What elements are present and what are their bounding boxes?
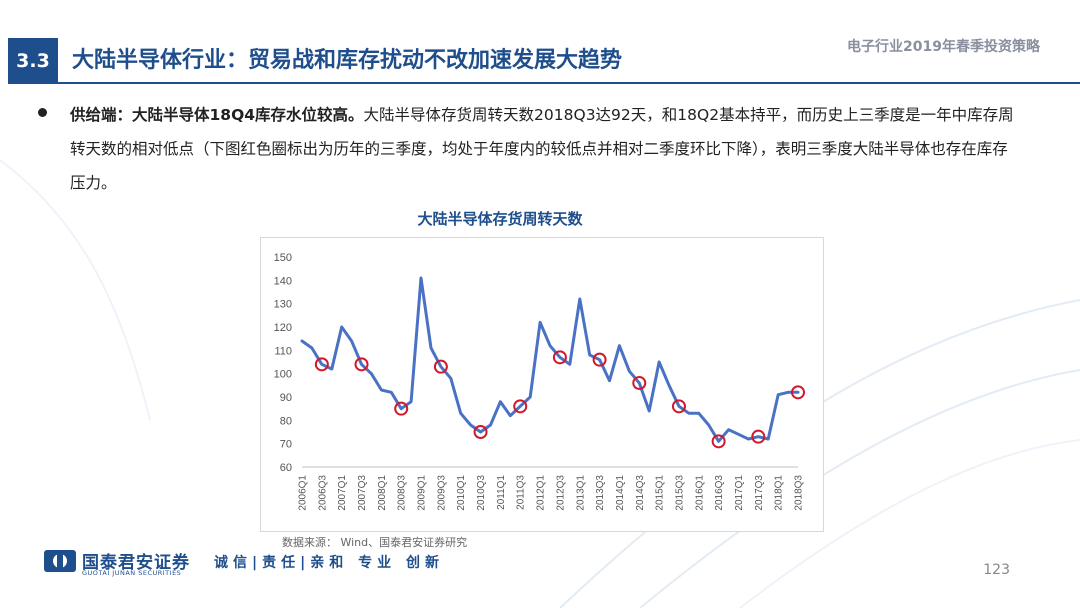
bullet-icon xyxy=(38,108,47,117)
section-number-badge: 3.3 xyxy=(8,38,58,84)
x-tick-label: 2017Q3 xyxy=(754,475,765,511)
series-line xyxy=(300,276,800,443)
q3-highlight-circle xyxy=(791,385,805,400)
x-tick-label: 2018Q3 xyxy=(794,475,805,511)
y-tick-label: 90 xyxy=(280,392,292,404)
y-tick-label: 60 xyxy=(280,462,292,474)
q3-highlight-circle xyxy=(711,434,726,449)
q3-highlight-circle xyxy=(394,401,409,416)
report-title: 电子行业2019年春季投资策略 xyxy=(847,39,1040,55)
body-text: 大陆半导体存货周转天数2018Q3达92天，和18Q2基本持平，而历史上三季度是… xyxy=(70,106,1014,192)
page-number: 123 xyxy=(983,562,1010,578)
y-tick-label: 120 xyxy=(274,322,292,334)
header-divider xyxy=(58,82,1080,84)
x-tick-label: 2016Q1 xyxy=(694,475,705,511)
x-tick-label: 2010Q1 xyxy=(456,475,467,511)
chart-frame xyxy=(260,237,824,532)
x-tick-label: 2018Q1 xyxy=(774,475,785,511)
x-tick-label: 2016Q3 xyxy=(714,475,725,511)
x-tick-label: 2014Q3 xyxy=(635,475,646,511)
company-logo-icon xyxy=(44,550,76,572)
q3-highlight-circle xyxy=(513,399,528,414)
q3-highlight-circle xyxy=(632,376,647,390)
x-tick-label: 2013Q3 xyxy=(595,475,606,511)
company-name: 国泰君安证券 xyxy=(82,553,190,573)
x-tick-label: 2009Q1 xyxy=(417,475,428,511)
y-tick-label: 80 xyxy=(280,415,292,427)
q3-highlight-circle xyxy=(314,357,329,372)
q3-highlight-circle xyxy=(354,357,369,372)
x-tick-label: 2011Q1 xyxy=(496,475,507,510)
q3-highlight-circle xyxy=(592,352,607,367)
x-tick-label: 2007Q3 xyxy=(357,475,368,511)
body-lead: 供给端：大陆半导体18Q4库存水位较高。 xyxy=(70,106,364,124)
data-source: 数据来源： Wind、国泰君安证券研究 xyxy=(282,536,468,549)
x-tick-label: 2012Q3 xyxy=(555,475,566,511)
x-tick-label: 2006Q3 xyxy=(317,475,328,511)
x-tick-label: 2008Q3 xyxy=(397,475,408,511)
y-tick-label: 150 xyxy=(274,252,292,264)
y-tick-label: 140 xyxy=(274,275,292,287)
company-motto: 诚信|责任|亲和 专业 创新 xyxy=(214,555,444,571)
q3-highlight-circle xyxy=(473,425,488,439)
x-tick-label: 2015Q1 xyxy=(655,475,666,511)
x-tick-label: 2010Q3 xyxy=(476,475,487,511)
chart-title: 大陆半导体存货周转天数 xyxy=(417,210,583,228)
x-tick-label: 2015Q3 xyxy=(674,475,685,511)
x-tick-label: 2012Q1 xyxy=(536,475,547,511)
q3-highlight-circle xyxy=(751,429,766,444)
q3-highlight-circle xyxy=(671,399,686,414)
line-chart: 60 70 80 90 100 110 120 130 140 150 2006Q1 2006Q3 20… xyxy=(274,252,805,511)
slide-title: 大陆半导体行业：贸易战和库存扰动不改加速发展大趋势 xyxy=(72,48,623,73)
x-tick-label: 2014Q1 xyxy=(615,475,626,511)
x-tick-label: 2013Q1 xyxy=(575,475,586,511)
x-tick-label: 2008Q1 xyxy=(377,475,388,511)
x-tick-label: 2007Q1 xyxy=(337,475,348,511)
company-name-en: GUOTAI JUNAN SECURITIES xyxy=(82,569,182,577)
body-paragraph: 供给端：大陆半导体18Q4库存水位较高。大陆半导体存货周转天数2018Q3达92… xyxy=(70,98,1020,200)
x-tick-label: 2017Q1 xyxy=(734,475,745,511)
y-tick-label: 70 xyxy=(280,439,292,451)
x-tick-label: 2009Q3 xyxy=(436,475,447,511)
x-tick-label: 2011Q3 xyxy=(516,475,527,510)
q3-highlight-circle xyxy=(433,359,448,374)
x-tick-label: 2006Q1 xyxy=(298,475,309,511)
y-tick-label: 110 xyxy=(274,345,292,357)
q3-highlight-circle xyxy=(552,350,567,365)
y-tick-label: 100 xyxy=(274,369,292,381)
y-tick-label: 130 xyxy=(274,299,292,311)
